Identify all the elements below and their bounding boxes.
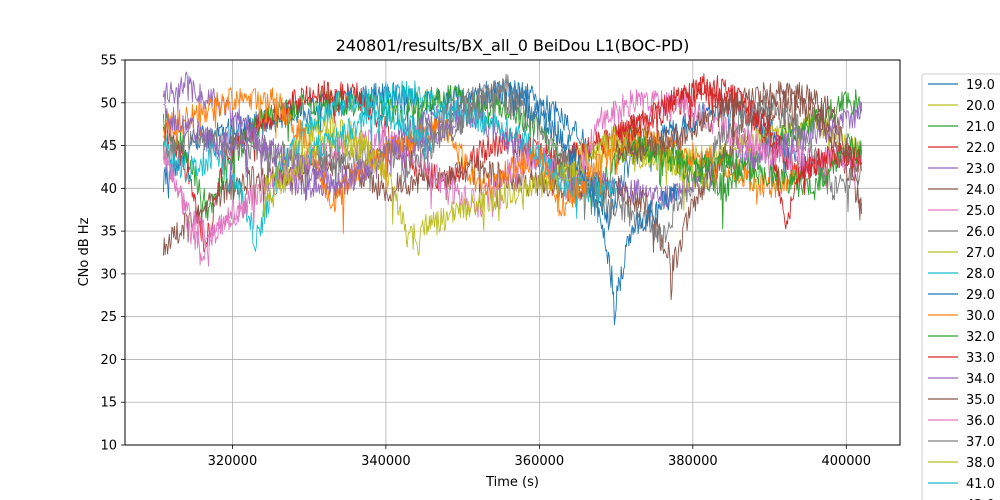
series-line-32.0 — [630, 132, 863, 201]
series-line-38.0 — [262, 125, 387, 218]
legend-label: 21.0 — [966, 120, 995, 135]
legend-label: 23.0 — [966, 162, 995, 177]
plot-frame — [124, 59, 901, 446]
legend-label: 30.0 — [966, 309, 995, 324]
legend-label: 22.0 — [966, 141, 995, 156]
series-line-30.0 — [162, 87, 801, 234]
y-axis-label: CNo dB Hz — [77, 217, 92, 286]
legend: 19.0 20.0 21.0 22.0 23.0 24.0 25.0 26.0 27.0 28.0… — [921, 73, 1000, 500]
y-tick-label: 40 — [100, 182, 117, 197]
legend-label: 19.0 — [966, 78, 995, 93]
series-line-33.0 — [615, 73, 863, 230]
x-tick-label: 380000 — [668, 454, 718, 469]
legend-label: 42.0 — [966, 498, 995, 500]
legend-label: 36.0 — [966, 414, 995, 429]
legend-label: 33.0 — [966, 351, 995, 366]
legend-label: 41.0 — [966, 477, 995, 492]
legend-label: 26.0 — [966, 225, 995, 240]
legend-frame — [921, 73, 1000, 500]
y-tick-label: 55 — [100, 54, 117, 69]
legend-label: 27.0 — [966, 246, 995, 261]
series-line-41.0 — [308, 101, 433, 165]
y-tick-label: 45 — [100, 139, 117, 154]
x-tick-label: 400000 — [821, 454, 871, 469]
series-lines — [162, 71, 863, 326]
x-tick-label: 320000 — [208, 454, 258, 469]
series-line-34.0 — [163, 104, 464, 200]
legend-label: 25.0 — [966, 204, 995, 219]
legend-label: 29.0 — [966, 288, 995, 303]
y-tick-label: 50 — [100, 96, 117, 111]
y-tick-label: 15 — [100, 396, 117, 411]
y-axis: 10 15 20 25 30 35 40 45 50 55 — [100, 54, 125, 454]
x-tick-label: 340000 — [361, 454, 411, 469]
legend-label: 24.0 — [966, 183, 995, 198]
legend-label: 20.0 — [966, 99, 995, 114]
series-line-27.0 — [262, 107, 709, 256]
legend-label: 32.0 — [966, 330, 995, 345]
legend-label: 37.0 — [966, 435, 995, 450]
y-tick-label: 25 — [100, 310, 117, 325]
series-line-37.0 — [400, 73, 525, 193]
series-line-29.0 — [508, 82, 678, 326]
y-tick-label: 20 — [100, 353, 117, 368]
chart-title: 240801/results/BX_all_0 BeiDou L1(BOC-PD… — [336, 36, 690, 56]
y-tick-label: 35 — [100, 225, 117, 240]
series-line-35.0 — [615, 80, 863, 209]
x-axis-label: Time (s) — [485, 475, 539, 490]
series-line-36.0 — [162, 146, 249, 267]
legend-label: 35.0 — [966, 393, 995, 408]
x-tick-label: 360000 — [515, 454, 565, 469]
y-tick-label: 30 — [100, 267, 117, 282]
legend-label: 38.0 — [966, 456, 995, 471]
legend-label: 28.0 — [966, 267, 995, 282]
series-line-25.0 — [162, 89, 863, 248]
y-tick-label: 10 — [100, 439, 117, 454]
legend-label: 34.0 — [966, 372, 995, 387]
x-axis: 320000 340000 360000 380000 400000 — [208, 445, 871, 469]
